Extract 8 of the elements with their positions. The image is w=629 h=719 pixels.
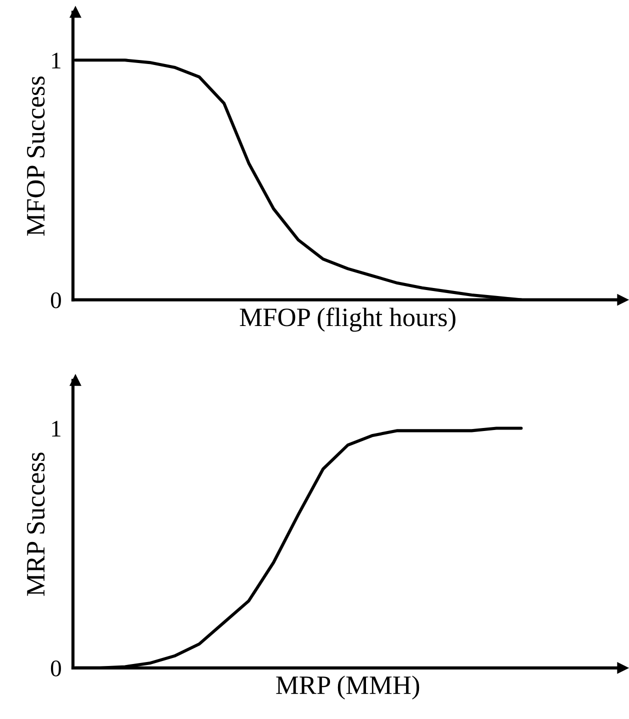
y-tick-label: 0: [50, 292, 61, 308]
y-axis-title: MRP Success: [26, 452, 45, 596]
y-tick-label: 0: [50, 660, 61, 676]
y-tick-label: 1: [52, 52, 60, 68]
x-axis-title: MRP (MMH): [276, 676, 420, 700]
x-axis-title: MFOP (flight hours): [240, 307, 456, 332]
y-axis-title: MFOP Success: [26, 76, 45, 236]
y-tick-label: 1: [52, 420, 60, 436]
